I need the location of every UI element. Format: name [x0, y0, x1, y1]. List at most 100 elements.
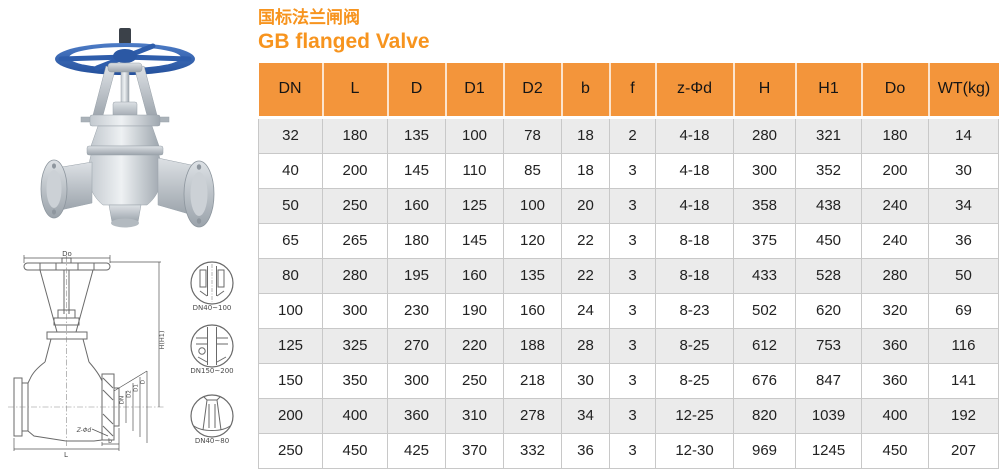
- table-cell: 4-18: [655, 187, 734, 224]
- table-cell: 150: [258, 362, 323, 399]
- table-cell: 36: [928, 222, 999, 259]
- table-cell: 300: [322, 292, 388, 329]
- table-cell: 820: [733, 397, 796, 434]
- table-cell: 332: [503, 432, 562, 469]
- table-cell: 195: [387, 257, 446, 294]
- table-cell: 190: [445, 292, 504, 329]
- detail-view-3: [190, 394, 234, 438]
- table-cell: 230: [387, 292, 446, 329]
- valve-photo: [12, 6, 244, 250]
- dim-label-d2: D2: [127, 390, 133, 398]
- column-header: f: [609, 62, 657, 119]
- detail-label-1: DN40~100: [193, 304, 232, 312]
- valve-body: [88, 154, 162, 206]
- table-cell: 50: [928, 257, 999, 294]
- stem-nut: [119, 28, 131, 44]
- table-cell: 145: [387, 152, 446, 189]
- spec-table-body: 32 180 135 100 78 18 2 4-18 280 321 180 14 40 200 145 1…: [258, 116, 999, 469]
- dim-label-dn: DN: [120, 396, 126, 404]
- table-cell: 8-18: [655, 257, 734, 294]
- table-cell: 22: [561, 257, 610, 294]
- table-cell: 192: [928, 397, 999, 434]
- dim-label-d1: D1: [134, 384, 140, 392]
- table-cell: 612: [733, 327, 796, 364]
- table-cell: 3: [609, 397, 656, 434]
- table-cell: 116: [928, 327, 999, 364]
- dim-label-d: D: [141, 380, 147, 384]
- table-cell: 18: [561, 116, 610, 154]
- table-cell: 3: [609, 187, 656, 224]
- table-cell: 450: [322, 432, 388, 469]
- column-header: D: [387, 62, 447, 119]
- table-cell: 1245: [795, 432, 862, 469]
- table-cell: 30: [561, 362, 610, 399]
- table-cell: 360: [861, 327, 929, 364]
- valve-drawing: Do H(H1) DN D2 D1 D Z-Φd b L: [4, 250, 252, 460]
- table-cell: 34: [928, 187, 999, 224]
- table-cell: 120: [503, 222, 562, 259]
- table-cell: 18: [561, 152, 610, 189]
- table-cell: 400: [861, 397, 929, 434]
- detail-view-1: [190, 261, 234, 305]
- dim-label-h: H(H1): [158, 331, 166, 350]
- table-cell: 160: [445, 257, 504, 294]
- table-cell: 30: [928, 152, 999, 189]
- table-cell: 438: [795, 187, 862, 224]
- table-cell: 218: [503, 362, 562, 399]
- yoke-arms: [91, 62, 159, 120]
- column-header: L: [322, 62, 389, 119]
- table-cell: 375: [733, 222, 796, 259]
- table-cell: 85: [503, 152, 562, 189]
- detail-label-2: DN150~200: [190, 367, 233, 375]
- table-cell: 352: [795, 152, 862, 189]
- table-cell: 12-30: [655, 432, 734, 469]
- table-cell: 8-25: [655, 362, 734, 399]
- table-cell: 358: [733, 187, 796, 224]
- table-cell: 450: [795, 222, 862, 259]
- table-cell: 40: [258, 152, 323, 189]
- table-row: 250 450 425 370 332 36 3 12-30 969 1245 450 207: [258, 432, 999, 469]
- content-area: 国标法兰闸阀 GB flanged Valve DN L D D1 D2 b f z-Φd H H…: [258, 8, 999, 469]
- table-cell: 200: [258, 397, 323, 434]
- handwheel: [55, 43, 195, 75]
- table-cell: 325: [322, 327, 388, 364]
- table-cell: 180: [387, 222, 446, 259]
- table-cell: 620: [795, 292, 862, 329]
- column-header: D2: [503, 62, 563, 119]
- column-header: b: [561, 62, 611, 119]
- table-cell: 270: [387, 327, 446, 364]
- column-header: H1: [795, 62, 863, 119]
- table-cell: 135: [503, 257, 562, 294]
- spec-table: DN L D D1 D2 b f z-Φd H H1 Do WT(kg) 32 180 135 100 78 1…: [258, 62, 999, 469]
- table-cell: 433: [733, 257, 796, 294]
- table-cell: 2: [609, 116, 656, 154]
- table-cell: 32: [258, 116, 323, 154]
- table-cell: 847: [795, 362, 862, 399]
- table-row: 100 300 230 190 160 24 3 8-23 502 620 320 69: [258, 292, 999, 329]
- table-cell: 3: [609, 222, 656, 259]
- table-cell: 100: [258, 292, 323, 329]
- table-cell: 69: [928, 292, 999, 329]
- table-cell: 300: [733, 152, 796, 189]
- page-title-en: GB flanged Valve: [258, 29, 430, 53]
- table-row: 50 250 160 125 100 20 3 4-18 358 438 240 34: [258, 187, 999, 224]
- table-cell: 78: [503, 116, 562, 154]
- table-cell: 280: [322, 257, 388, 294]
- table-cell: 3: [609, 362, 656, 399]
- table-cell: 34: [561, 397, 610, 434]
- table-cell: 3: [609, 152, 656, 189]
- column-header: DN: [258, 62, 324, 119]
- table-cell: 200: [322, 152, 388, 189]
- column-header: Do: [861, 62, 930, 119]
- left-flange: [40, 159, 93, 219]
- spec-table-head-row: DN L D D1 D2 b f z-Φd H H1 Do WT(kg): [258, 62, 999, 119]
- table-cell: 320: [861, 292, 929, 329]
- dim-label-b: b: [108, 438, 112, 445]
- table-cell: 200: [861, 152, 929, 189]
- table-cell: 4-18: [655, 116, 734, 154]
- table-cell: 125: [258, 327, 323, 364]
- dim-label-do: Do: [62, 250, 72, 258]
- table-row: 40 200 145 110 85 18 3 4-18 300 352 200 30: [258, 152, 999, 189]
- table-cell: 125: [445, 187, 504, 224]
